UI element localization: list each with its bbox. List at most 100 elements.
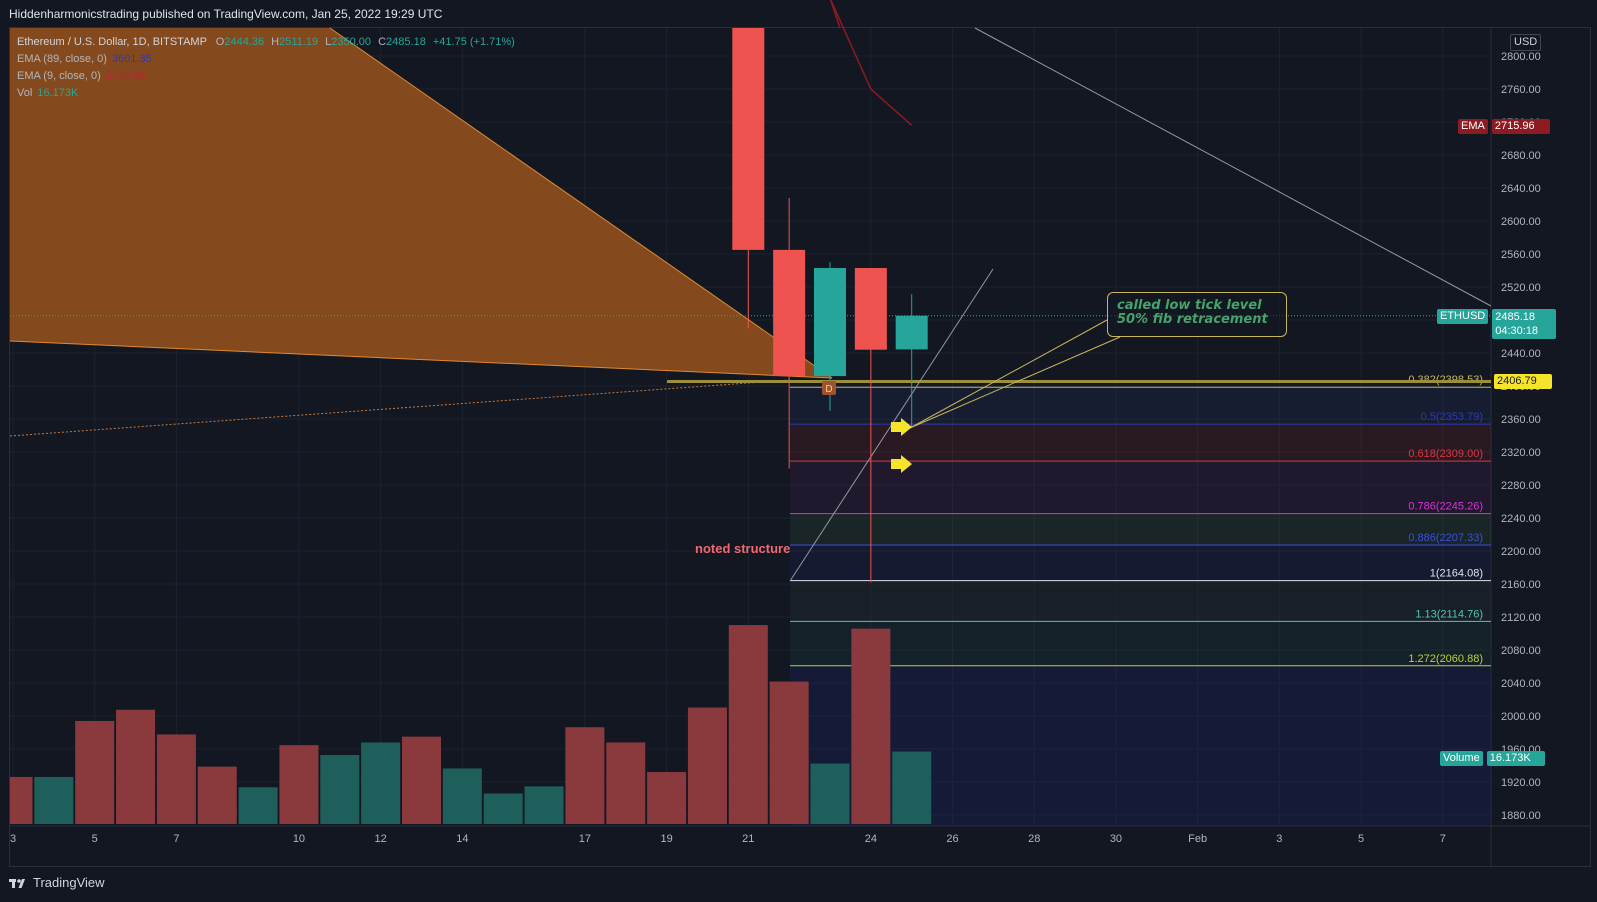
legend-ema89-label: EMA (89, close, 0)	[17, 53, 107, 65]
ema9-line	[829, 0, 913, 126]
time-tick-label: 5	[1358, 833, 1364, 845]
time-tick-label: 3	[10, 833, 16, 845]
fib-level-label: 1.13(2114.76)	[1415, 608, 1483, 620]
time-tick-label: 24	[865, 833, 877, 845]
price-tick-label: 2200.00	[1501, 546, 1541, 558]
time-tick-label: 12	[375, 833, 387, 845]
price-tick-label: 2680.00	[1501, 150, 1541, 162]
price-tick-label: 2600.00	[1501, 216, 1541, 228]
price-tick-label: 2440.00	[1501, 348, 1541, 360]
price-tick-label: 2760.00	[1501, 84, 1541, 96]
legend-close-label: C	[378, 36, 387, 48]
currency-label[interactable]: USD	[1510, 34, 1542, 51]
time-tick-label: 3	[1276, 833, 1282, 845]
legend-high-value: 2511.19	[279, 36, 319, 48]
time-tick-label: 30	[1110, 833, 1122, 845]
candle-body	[773, 249, 806, 377]
volume-bar	[116, 709, 156, 824]
time-tick-label: 7	[1440, 833, 1446, 845]
time-tick-label: Feb	[1188, 833, 1207, 845]
descending-trend-line	[974, 27, 1492, 307]
fib-zone	[790, 544, 1491, 581]
fib-zone	[790, 387, 1491, 425]
time-tick-label: 17	[579, 833, 591, 845]
volume-bar	[320, 755, 360, 824]
legend-ema89-row[interactable]: EMA (89, close, 0) 3601.35	[17, 51, 515, 68]
fib-zone	[790, 513, 1491, 545]
fib-level-label: 1(2164.08)	[1430, 568, 1483, 580]
ethusd-price-tag: ETHUSD 2485.18 04:30:18	[1437, 309, 1557, 339]
legend-symbol[interactable]: Ethereum / U.S. Dollar, 1D, BITSTAMP	[17, 36, 207, 48]
time-tick-label: 14	[456, 833, 468, 845]
candle-body	[895, 315, 928, 350]
callout-annotation[interactable]: called low tick level 50% fib retracemen…	[1107, 292, 1287, 337]
ema-tag-value: 2715.96	[1491, 119, 1550, 134]
time-tick-label: 7	[173, 833, 179, 845]
publish-line: Hiddenharmonicstrading published on Trad…	[9, 7, 443, 21]
ethusd-tag-price: 2485.18	[1495, 311, 1535, 323]
volume-bar	[442, 768, 482, 824]
noted-structure-label[interactable]: noted structure	[695, 541, 791, 556]
volume-bar	[687, 707, 727, 824]
price-tick-label: 2280.00	[1501, 480, 1541, 492]
price-tick-label: 2800.00	[1501, 51, 1541, 63]
legend-low-value: 2350.00	[331, 36, 372, 48]
time-tick-label: 10	[293, 833, 305, 845]
volume-bar	[810, 763, 850, 824]
time-tick-label: 21	[742, 833, 754, 845]
price-tick-label: 2640.00	[1501, 183, 1541, 195]
legend-ema9-label: EMA (9, close, 0)	[17, 70, 101, 82]
ethusd-tag-timer: 04:30:18	[1495, 325, 1539, 337]
publish-header: Hiddenharmonicstrading published on Trad…	[0, 0, 1597, 27]
legend-change: +41.75 (+1.71%)	[432, 36, 515, 48]
volume-bar	[10, 776, 33, 824]
legend-ema89-value: 3601.35	[111, 53, 152, 65]
price-tick-label: 2520.00	[1501, 282, 1541, 294]
legend-vol-row[interactable]: Vol 16.173K	[17, 85, 515, 102]
volume-bar	[197, 766, 237, 824]
volume-bar	[483, 793, 523, 824]
price-tick-label: 2000.00	[1501, 711, 1541, 723]
time-tick-label: 26	[946, 833, 958, 845]
ethusd-tag-values: 2485.18 04:30:18	[1492, 309, 1557, 339]
tradingview-logo[interactable]: TradingView	[9, 875, 105, 890]
price-tick-label: 2120.00	[1501, 612, 1541, 624]
volume-bar	[606, 742, 646, 824]
price-tick-label: 2080.00	[1501, 645, 1541, 657]
dividend-marker-icon	[822, 381, 836, 395]
price-tick-label: 2040.00	[1501, 678, 1541, 690]
legend-close-value: 2485.18	[386, 36, 426, 48]
dividend-marker-text: D	[825, 384, 832, 395]
legend-vol-label: Vol	[17, 87, 33, 99]
legend-high-label: H	[271, 36, 280, 48]
legend-low-label: L	[325, 36, 332, 48]
volume-bar	[34, 776, 74, 824]
candle-body	[732, 28, 765, 250]
ema-price-tag: EMA 2715.96	[1458, 119, 1550, 134]
volume-tag: Volume 16.173K	[1440, 751, 1545, 766]
ema-tag-label: EMA	[1458, 119, 1488, 134]
legend-symbol-row: Ethereum / U.S. Dollar, 1D, BITSTAMP O24…	[17, 34, 515, 51]
volume-bar	[851, 628, 891, 824]
callout-line-1: called low tick level	[1117, 298, 1262, 313]
fib-zone	[790, 621, 1491, 666]
legend-ema9-value: 2715.96	[105, 70, 146, 82]
volume-tag-value: 16.173K	[1486, 751, 1545, 766]
volume-bar	[728, 625, 768, 824]
legend-open-value: 2444.36	[224, 36, 265, 48]
candle-body	[814, 268, 846, 377]
chart-legend: Ethereum / U.S. Dollar, 1D, BITSTAMP O24…	[17, 34, 515, 102]
arrow-icon	[891, 455, 912, 473]
fib-zone	[790, 461, 1491, 514]
volume-bar	[279, 745, 319, 824]
price-tick-label: 1880.00	[1501, 810, 1541, 822]
volume-bar	[156, 734, 196, 824]
volume-bar	[892, 751, 932, 824]
legend-ema9-row[interactable]: EMA (9, close, 0) 2715.96	[17, 68, 515, 85]
tradingview-logo-icon	[9, 878, 25, 888]
callout-connector	[909, 319, 1108, 429]
level-price-tag: 2406.79	[1494, 374, 1552, 389]
candle-body	[854, 268, 887, 350]
volume-tag-label: Volume	[1440, 751, 1483, 766]
